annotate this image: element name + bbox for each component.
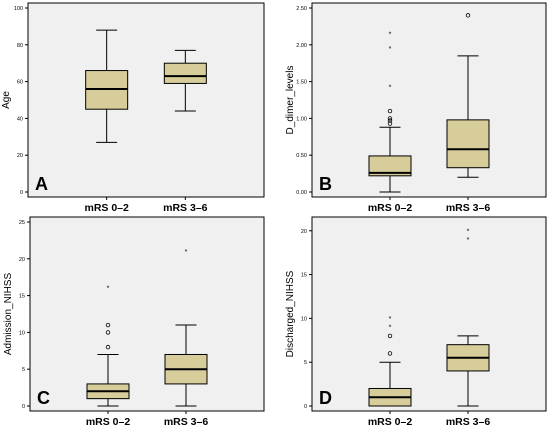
panel-c: 0 5 10 15 20 25 Admission_NIHSS mRS 0–2 * mRS 3–6… [3,216,265,428]
y-tick-label: 15 [301,273,307,279]
y-tick-label: 20 [17,153,23,159]
panel-label: B [319,174,332,194]
extreme-point: * [107,286,110,293]
outlier-point [105,344,111,350]
x-tick-label: mRS 0–2 [368,202,413,214]
outlier-point [387,116,393,121]
x-tick-label: mRS 3–6 [446,416,491,428]
extreme-point: * [185,249,188,256]
y-tick-label: 15 [19,294,25,300]
y-tick-label: 10 [301,316,307,322]
y-tick-label: 25 [19,220,25,226]
y-tick-label: 5 [304,360,307,366]
box-iqr [446,119,490,169]
extreme-point: * [389,31,392,38]
panel-label: C [37,388,50,408]
y-axis-label: Admission_NIHSS [3,273,14,356]
y-axis-label: Discharged_NIHSS [285,270,296,357]
box-iqr [368,155,412,177]
extreme-point: * [389,325,392,332]
extreme-point: * [389,84,392,91]
y-tick-label: 2.50 [296,6,307,12]
x-tick-label: mRS 0–2 [368,416,413,428]
plot-area [27,2,265,198]
outlier-point [105,330,111,335]
y-tick-label: 2.00 [296,43,307,49]
outlier-point [387,108,393,114]
y-tick-label: 0 [22,404,25,410]
x-tick-label: mRS 0–2 [84,202,129,214]
box-iqr [163,62,207,84]
outlier-point [387,333,393,339]
y-tick-label: 0 [304,404,307,410]
y-tick-label: 0.50 [296,153,307,159]
extreme-point: * [467,228,470,235]
plot-area [311,216,547,412]
plot-area [311,2,547,198]
y-tick-label: 100 [14,6,23,12]
outlier-point [387,351,393,356]
y-tick-label: 80 [17,43,23,49]
x-tick-label: mRS 3–6 [163,202,208,214]
y-tick-label: 0 [20,190,23,196]
y-tick-label: 10 [19,330,25,336]
panel-d: 0 5 10 15 20 Discharged_NIHSS mRS 0–2 * * mRS 3–6… [285,216,547,428]
plot-area [29,216,265,412]
y-tick-label: 40 [17,116,23,122]
x-tick-label: mRS 0–2 [86,416,131,428]
panel-label: A [35,174,48,194]
y-tick-label: 1.50 [296,80,307,86]
outlier-point [465,13,471,18]
extreme-point: * [389,316,392,323]
extreme-point: * [389,46,392,53]
panel-a: 0 20 40 60 80 100 Age mRS 0–2 mRS 3–6 A [1,2,265,214]
y-tick-label: 60 [17,80,23,86]
panel-b: 0.00 0.50 1.00 1.50 2.00 2.50 D_dimer_levels mR… [285,2,547,214]
y-tick-label: 1.00 [296,116,307,122]
outlier-point [387,118,393,123]
extreme-point: * [467,237,470,244]
y-tick-label: 0.00 [296,190,307,196]
x-tick-label: mRS 3–6 [446,202,491,214]
outlier-point [387,121,393,126]
panel-label: D [319,388,332,408]
y-tick-label: 20 [301,229,307,235]
y-tick-label: 5 [22,367,25,373]
outlier-point [105,322,111,328]
y-axis-label: D_dimer_levels [285,66,296,135]
y-tick-label: 20 [19,257,25,263]
y-axis-label: Age [1,91,12,109]
x-tick-label: mRS 3–6 [164,416,209,428]
